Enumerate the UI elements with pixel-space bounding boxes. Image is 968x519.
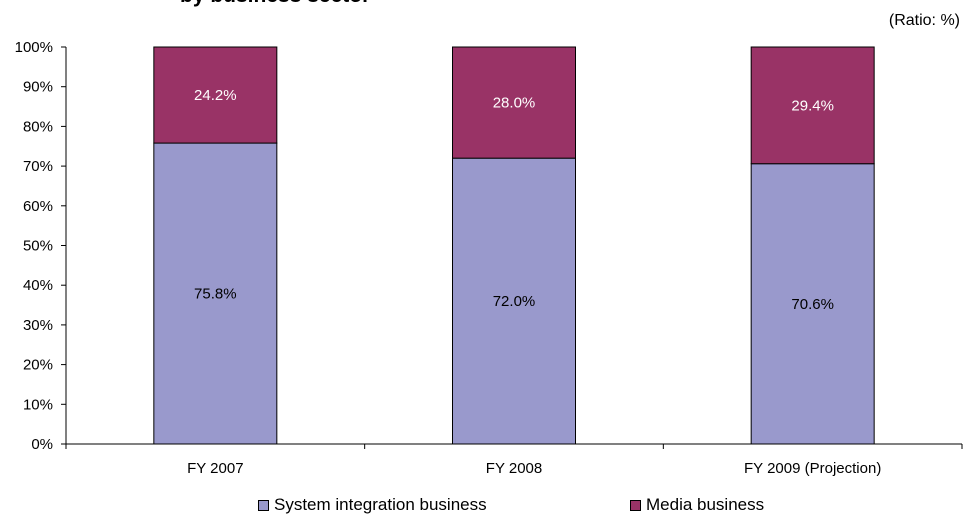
- y-tick-label: 90%: [23, 79, 53, 96]
- bar-segment: [452, 157, 576, 445]
- bar-segment: [153, 46, 278, 144]
- x-tick-label: FY 2009 (Projection): [744, 460, 881, 477]
- legend-item: System integration business: [258, 495, 487, 515]
- x-axis: FY 2007 FY 2008 FY 2009 (Projection): [65, 443, 963, 477]
- y-tick-label: 60%: [23, 198, 53, 215]
- unit-label: (Ratio: %): [888, 12, 960, 29]
- y-tick-label: 10%: [23, 396, 53, 413]
- legend-swatch: [258, 499, 269, 511]
- data-label: 24.2%: [194, 87, 237, 104]
- y-tick-label: 100%: [15, 39, 53, 56]
- bar-segment: [750, 163, 875, 445]
- y-tick-label: 0%: [31, 436, 53, 453]
- data-label: 75.8%: [194, 286, 237, 303]
- legend: System integration business Media busines…: [0, 495, 968, 517]
- y-tick-label: 20%: [23, 357, 53, 374]
- chart-title: by business sector: [180, 0, 370, 8]
- legend-label: System integration business: [274, 495, 487, 514]
- bar-segment: [153, 142, 278, 445]
- data-label: 72.0%: [493, 293, 536, 310]
- y-axis: 0% 10% 20% 30% 40% 50% 60% 70% 80% 90% 100%: [15, 39, 67, 453]
- y-tick-label: 80%: [23, 118, 53, 135]
- data-label: 29.4%: [791, 97, 834, 114]
- legend-label: Media business: [646, 495, 765, 514]
- y-tick-label: 40%: [23, 277, 53, 294]
- bars: 75.8% 24.2% 72.0% 28.0% 70.6% 29.4%: [153, 46, 875, 445]
- legend-item: Media business: [630, 495, 764, 515]
- bar-segment: [750, 46, 875, 165]
- data-label: 28.0%: [493, 95, 536, 112]
- bar-segment: [452, 46, 576, 159]
- y-tick-label: 30%: [23, 317, 53, 334]
- x-tick-label: FY 2007: [187, 460, 243, 477]
- x-tick-label: FY 2008: [486, 460, 542, 477]
- data-label: 70.6%: [791, 296, 834, 313]
- y-tick-label: 50%: [23, 238, 53, 255]
- y-tick-label: 70%: [23, 158, 53, 175]
- legend-swatch: [630, 499, 641, 511]
